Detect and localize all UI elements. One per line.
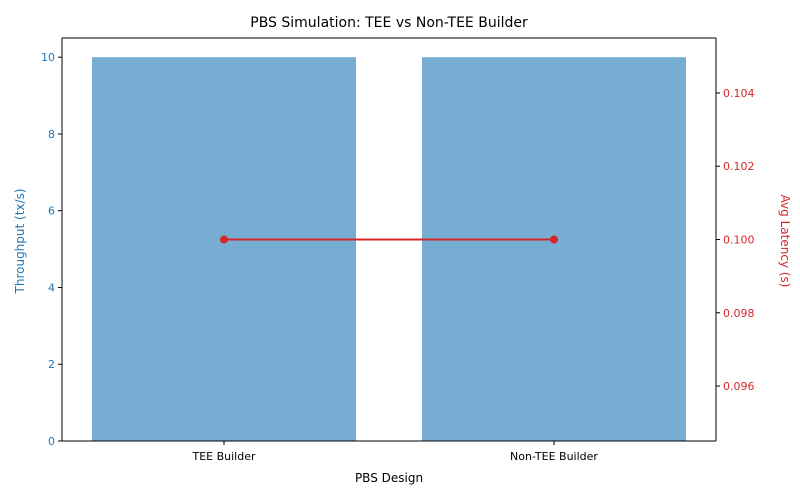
right-axis-label: Avg Latency (s) xyxy=(778,195,792,288)
right-tick-label: 0.098 xyxy=(723,307,755,320)
latency-series xyxy=(220,235,558,244)
bar-group xyxy=(92,57,686,441)
left-tick-label: 10 xyxy=(41,51,55,64)
left-axis-label: Throughput (tx/s) xyxy=(13,189,27,295)
x-axis-label: PBS Design xyxy=(355,471,423,485)
latency-point-1 xyxy=(220,235,228,244)
right-tick-label: 0.104 xyxy=(723,87,755,100)
bar-2 xyxy=(422,57,686,441)
right-tick-label: 0.102 xyxy=(723,160,755,173)
axes: 0 2 4 6 8 10 0.096 0.098 0.100 0.102 0.104 TEE Buil… xyxy=(41,37,755,463)
left-tick-label: 2 xyxy=(48,358,55,371)
right-tick-label: 0.100 xyxy=(723,234,755,247)
left-tick-label: 6 xyxy=(48,205,55,218)
left-tick-label: 8 xyxy=(48,128,55,141)
chart-title: PBS Simulation: TEE vs Non-TEE Builder xyxy=(250,15,528,31)
right-tick-label: 0.096 xyxy=(723,380,755,393)
x-tick-label: Non-TEE Builder xyxy=(510,450,598,463)
left-tick-label: 0 xyxy=(48,435,55,448)
x-tick-label: TEE Builder xyxy=(191,450,255,463)
bar-1 xyxy=(92,57,356,441)
left-tick-label: 4 xyxy=(48,281,55,294)
latency-point-2 xyxy=(550,235,558,244)
